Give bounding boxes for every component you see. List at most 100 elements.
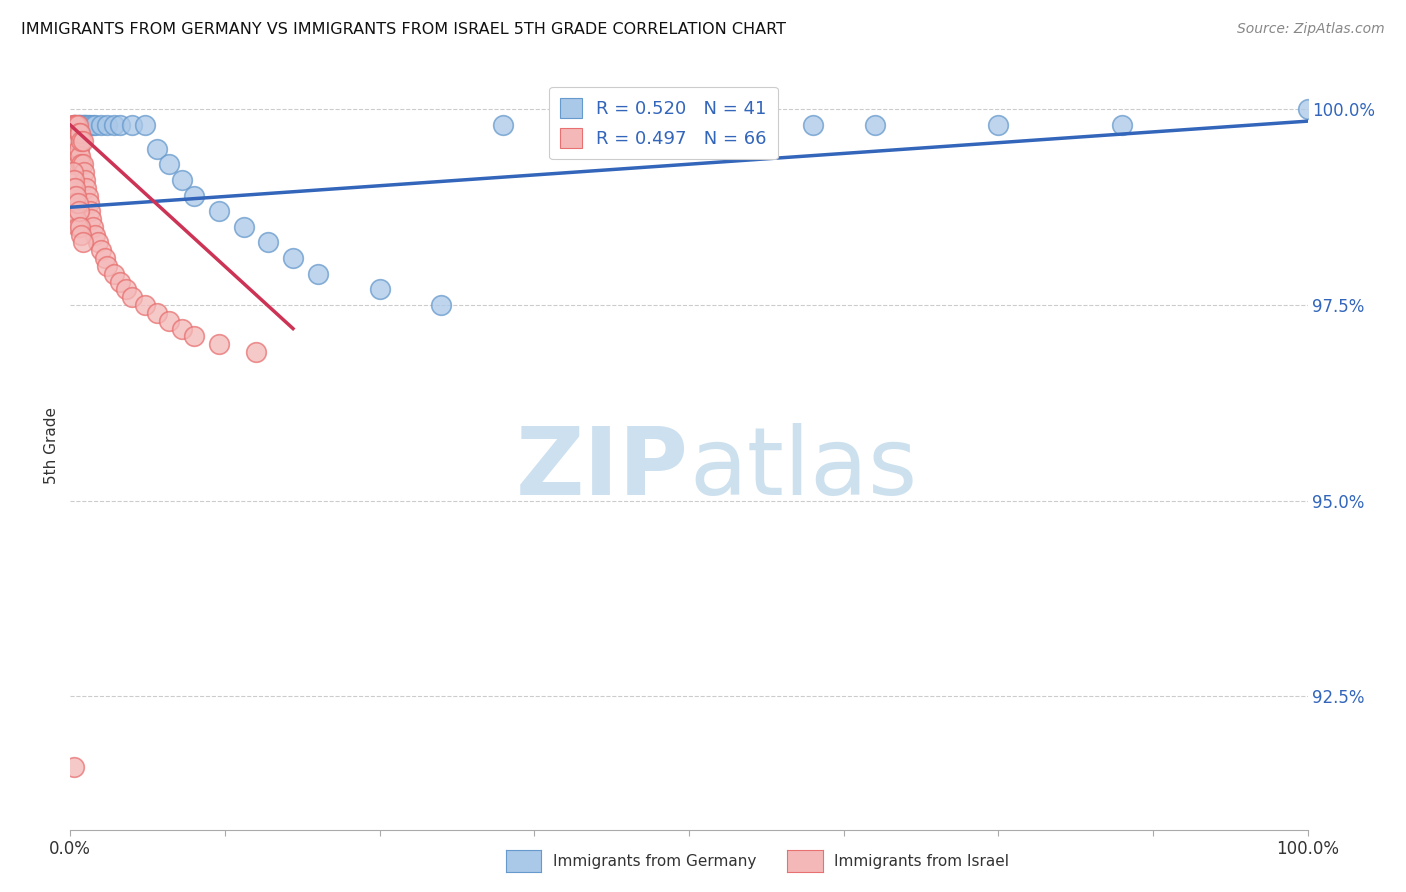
Point [121, 290, 143, 304]
Point [76, 188, 98, 202]
Point [84, 227, 107, 242]
Point [170, 173, 193, 187]
Point [67, 204, 90, 219]
Point [257, 235, 280, 250]
Point [96, 259, 118, 273]
Point [66, 157, 89, 171]
Point [67, 142, 90, 156]
Point [63, 118, 86, 132]
Point [72, 134, 94, 148]
Point [740, 118, 762, 132]
Text: Source: ZipAtlas.com: Source: ZipAtlas.com [1237, 22, 1385, 37]
Point [115, 282, 138, 296]
Point [70, 118, 93, 132]
Point [75, 118, 97, 132]
Point [75, 173, 97, 187]
Point [65, 149, 87, 163]
Point [157, 157, 180, 171]
Point [863, 118, 886, 132]
Point [66, 219, 89, 234]
Point [103, 118, 125, 132]
Point [72, 118, 94, 132]
Point [801, 118, 824, 132]
Point [987, 118, 1010, 132]
Point [67, 126, 90, 140]
Point [63, 188, 86, 202]
Point [76, 118, 98, 132]
Point [65, 118, 87, 132]
Point [157, 314, 180, 328]
Text: ZIP: ZIP [516, 423, 689, 515]
Point [65, 134, 87, 148]
Point [82, 118, 104, 132]
Point [134, 298, 156, 312]
Point [430, 298, 453, 312]
Point [80, 212, 103, 227]
Point [65, 188, 87, 202]
Point [65, 118, 87, 132]
Text: Immigrants from Israel: Immigrants from Israel [834, 855, 1008, 869]
Point [65, 134, 87, 148]
Point [66, 134, 89, 148]
Point [108, 275, 131, 289]
Point [121, 118, 143, 132]
Point [65, 180, 87, 194]
Point [96, 118, 118, 132]
Point [62, 134, 84, 148]
Point [1111, 118, 1133, 132]
Point [84, 118, 107, 132]
Point [72, 157, 94, 171]
Point [63, 126, 86, 140]
Point [245, 345, 267, 359]
Point [108, 118, 131, 132]
Point [616, 118, 638, 132]
Point [146, 306, 169, 320]
Point [70, 227, 93, 242]
Point [368, 282, 391, 296]
Point [66, 196, 89, 211]
Point [134, 118, 156, 132]
Point [86, 235, 108, 250]
Point [90, 118, 112, 132]
Point [79, 204, 101, 219]
Point [65, 196, 87, 211]
Point [75, 180, 97, 194]
Point [66, 118, 89, 132]
Point [63, 134, 86, 148]
Point [281, 251, 304, 265]
Point [170, 321, 193, 335]
Point [62, 118, 84, 132]
Point [554, 118, 576, 132]
Text: atlas: atlas [689, 423, 917, 515]
Point [70, 134, 93, 148]
Point [232, 219, 254, 234]
Point [67, 118, 90, 132]
Point [678, 118, 700, 132]
Point [63, 173, 86, 187]
Point [1296, 103, 1319, 117]
Point [79, 118, 101, 132]
Point [90, 244, 112, 258]
Text: Immigrants from Germany: Immigrants from Germany [553, 855, 756, 869]
Y-axis label: 5th Grade: 5th Grade [44, 408, 59, 484]
Point [103, 267, 125, 281]
Point [183, 188, 205, 202]
Point [72, 235, 94, 250]
Point [146, 142, 169, 156]
Point [73, 118, 96, 132]
Point [208, 204, 231, 219]
Point [75, 118, 97, 132]
Point [63, 142, 86, 156]
Point [66, 118, 89, 132]
Point [82, 219, 104, 234]
Point [208, 337, 231, 351]
Point [307, 267, 329, 281]
Point [63, 204, 86, 219]
Point [69, 126, 91, 140]
Point [63, 760, 86, 774]
Point [77, 196, 100, 211]
Legend: R = 0.520   N = 41, R = 0.497   N = 66: R = 0.520 N = 41, R = 0.497 N = 66 [550, 87, 778, 159]
Point [65, 118, 87, 132]
Point [62, 165, 84, 179]
Point [73, 165, 96, 179]
